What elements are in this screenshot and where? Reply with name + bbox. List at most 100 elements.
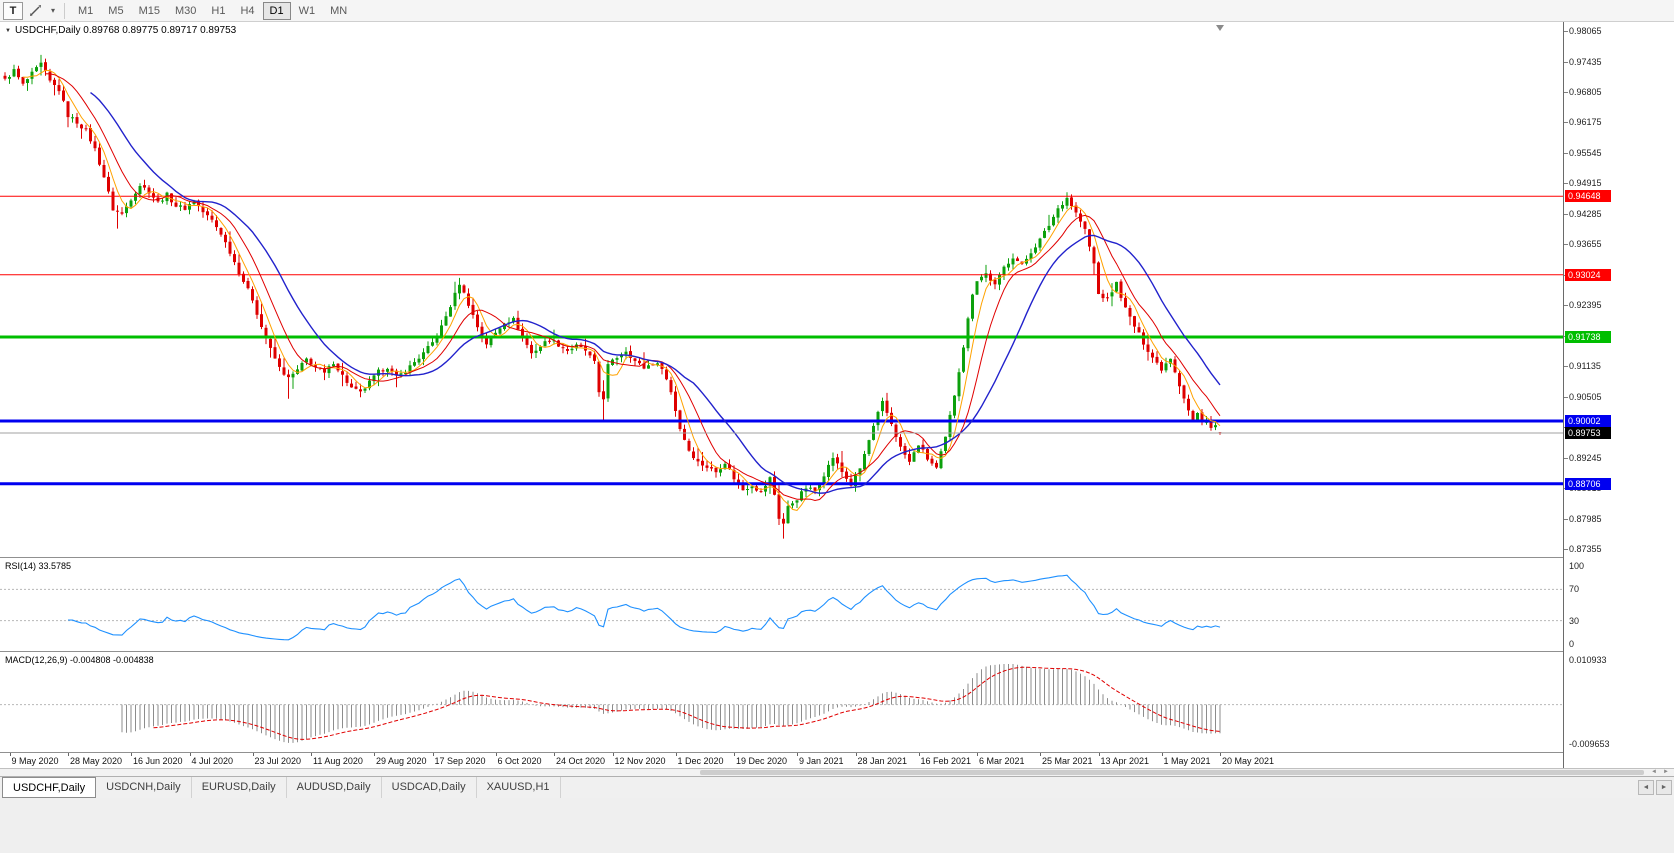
time-tick-mark — [495, 753, 497, 756]
rsi-scale-label: 0 — [1569, 639, 1575, 649]
price-tick: 0.97435 — [1569, 56, 1602, 67]
date-label: 9 May 2020 — [11, 756, 59, 766]
price-tick-mark — [1564, 549, 1568, 550]
horizontal-levels-layer — [0, 195, 1564, 486]
macd-panel[interactable] — [0, 652, 1564, 752]
tab-scroll-arrows: ◄ ► — [1638, 780, 1672, 795]
date-label: 25 Mar 2021 — [1042, 756, 1093, 766]
tab-audusd-daily[interactable]: AUDUSD,Daily — [287, 777, 382, 798]
time-tick-mark — [311, 753, 312, 756]
price-tick-mark — [1564, 396, 1568, 398]
date-label: 6 Mar 2021 — [979, 756, 1025, 766]
date-label: 17 Sep 2020 — [434, 756, 486, 766]
status-area — [0, 798, 1674, 853]
tab-usdcad-daily[interactable]: USDCAD,Daily — [382, 777, 477, 798]
price-tick-mark — [1564, 457, 1568, 459]
timeframe-h4[interactable]: H4 — [233, 2, 261, 20]
date-label: 23 Jul 2020 — [254, 756, 302, 766]
scrollbar-left-arrow[interactable]: ◄ — [1651, 769, 1657, 775]
date-label: 12 Nov 2020 — [614, 756, 666, 766]
price-tick: 0.96805 — [1569, 86, 1602, 97]
candles-layer — [3, 54, 1222, 539]
timeframe-m5[interactable]: M5 — [101, 2, 130, 20]
cursor-tool-button[interactable] — [24, 2, 47, 20]
tab-usdchf-daily[interactable]: USDCHF,Daily — [2, 777, 97, 798]
time-tick-mark — [554, 753, 555, 756]
scrollbar-thumb[interactable] — [700, 770, 1644, 775]
price-tick-mark — [1564, 366, 1568, 368]
price-tick: 0.94915 — [1569, 178, 1602, 189]
price-tick: 0.89245 — [1569, 452, 1602, 463]
date-label: 16 Feb 2021 — [920, 756, 972, 766]
rsi-scale-label: 100 — [1569, 561, 1585, 571]
price-tick-mark — [1564, 518, 1568, 520]
tab-usdcnh-daily[interactable]: USDCNH,Daily — [96, 777, 192, 798]
panel-separator[interactable] — [0, 651, 1674, 652]
time-tick-mark — [797, 753, 798, 756]
price-tick: 0.94285 — [1569, 208, 1602, 219]
chart-title: ▼ USDCHF,Daily 0.89768 0.89775 0.89717 0.… — [5, 25, 236, 36]
date-label: 28 May 2020 — [70, 756, 123, 766]
price-tick: 0.96175 — [1569, 117, 1602, 128]
price-tick: 0.90505 — [1569, 391, 1602, 402]
price-level-label: 0.91738 — [1565, 331, 1611, 343]
date-label: 19 Dec 2020 — [736, 756, 788, 766]
price-tick: 0.87985 — [1569, 513, 1602, 524]
tab-scroll-left[interactable]: ◄ — [1638, 780, 1654, 795]
time-axis[interactable]: 9 May 2020 28 May 2020 16 Jun 2020 4 Jul 20… — [0, 753, 1563, 768]
toolbar: T ▾ M1 M5 M15 M30 H1 H4 D1 W1 MN — [0, 0, 1674, 22]
date-label: 24 Oct 2020 — [556, 756, 606, 766]
price-tick-mark — [1564, 244, 1568, 246]
timeframe-m1[interactable]: M1 — [71, 2, 100, 20]
price-axis[interactable]: 0.98065 0.97435 0.96805 0.96175 0.95545 0.949… — [1564, 22, 1674, 768]
chart-title-text: USDCHF,Daily 0.89768 0.89775 0.89717 0.8… — [14, 25, 237, 36]
date-label: 4 Jul 2020 — [191, 756, 234, 766]
date-label: 11 Aug 2020 — [313, 756, 363, 766]
chart-shift-marker — [1216, 25, 1224, 31]
panel-separator[interactable] — [0, 557, 1674, 558]
timeframe-m15[interactable]: M15 — [132, 2, 167, 20]
macd-signal-line — [153, 666, 1221, 740]
one-click-trading-arrow[interactable]: ▼ — [5, 27, 11, 34]
time-tick-mark — [1098, 753, 1100, 756]
timeframe-w1[interactable]: W1 — [292, 2, 323, 20]
date-label: 9 Jan 2021 — [799, 756, 844, 766]
price-tick: 0.95545 — [1569, 147, 1602, 158]
price-tick-mark — [1564, 61, 1568, 63]
cursor-tool-dropdown[interactable]: ▾ — [48, 2, 58, 20]
chart-h-scrollbar[interactable]: ◄ ► — [0, 768, 1674, 776]
time-tick-mark — [977, 753, 978, 756]
time-tick-mark — [918, 753, 920, 756]
price-level-label: 0.93024 — [1565, 268, 1611, 281]
cursor-arrows-icon — [30, 5, 41, 16]
price-tick-mark — [1564, 305, 1568, 307]
time-tick-mark — [1161, 753, 1163, 756]
date-label: 6 Oct 2020 — [497, 756, 542, 766]
scrollbar-right-arrow[interactable]: ► — [1663, 769, 1669, 775]
tab-xauusd-h1[interactable]: XAUUSD,H1 — [477, 777, 561, 798]
price-tick-mark — [1564, 122, 1568, 124]
date-label: 16 Jun 2020 — [133, 756, 183, 766]
date-label: 28 Jan 2021 — [857, 756, 908, 766]
macd-histogram-layer — [121, 664, 1221, 743]
time-tick-mark — [131, 753, 132, 756]
timeframe-h1[interactable]: H1 — [204, 2, 232, 20]
time-tick-mark — [189, 753, 191, 756]
time-tick-mark — [252, 753, 254, 756]
tab-scroll-right[interactable]: ► — [1656, 780, 1672, 795]
timeframe-mn[interactable]: MN — [323, 2, 354, 20]
macd-scale-max: 0.010933 — [1569, 655, 1607, 665]
text-tool-button[interactable]: T — [3, 1, 23, 20]
current-price-label: 0.89753 — [1565, 427, 1611, 439]
price-level-label: 0.88706 — [1565, 477, 1611, 490]
price-tick: 0.93655 — [1569, 239, 1602, 250]
timeframe-d1[interactable]: D1 — [262, 1, 291, 20]
tab-eurusd-daily[interactable]: EURUSD,Daily — [192, 777, 287, 798]
price-tick: 0.92395 — [1569, 300, 1602, 311]
chart-tabs: USDCHF,Daily USDCNH,Daily EURUSD,Daily AUDU… — [0, 777, 1674, 798]
rsi-panel[interactable] — [0, 558, 1564, 651]
main-chart[interactable] — [0, 22, 1564, 557]
timeframe-m30[interactable]: M30 — [168, 2, 203, 20]
date-label: 13 Apr 2021 — [1100, 756, 1150, 766]
date-label: 29 Aug 2020 — [376, 756, 427, 766]
